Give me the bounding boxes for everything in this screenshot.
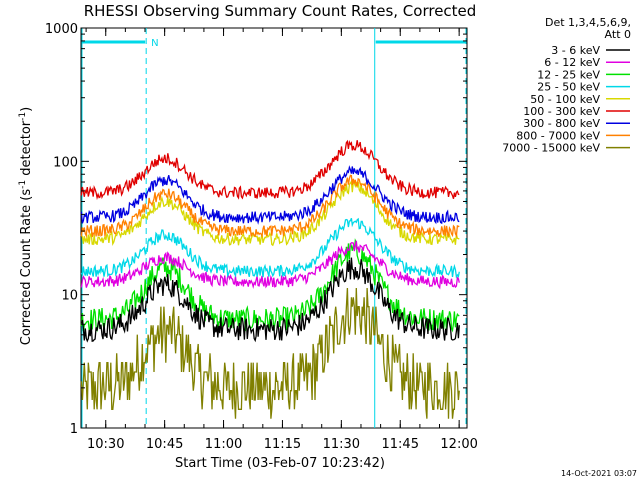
series-line-6 — [80, 165, 460, 225]
series-line-7 — [80, 174, 460, 239]
series-line-0 — [80, 257, 460, 343]
x-tick-label: 10:45 — [146, 437, 183, 452]
axes: 1 10 100 1000 10:30 10:45 11:00 11:15 11:30 11:45… — [45, 22, 478, 452]
x-tick-label: 10:30 — [87, 437, 124, 452]
series-line-2 — [80, 238, 460, 333]
legend-label: 50 - 100 keV — [530, 93, 600, 106]
series-line-5 — [80, 139, 460, 201]
legend-label: 100 - 300 keV — [523, 105, 600, 118]
x-tick-label: 11:15 — [264, 437, 301, 452]
plot-border — [80, 27, 468, 429]
legend-label: 300 - 800 keV — [523, 117, 600, 130]
x-axis-label: Start Time (03-Feb-07 10:23:42) — [175, 456, 385, 471]
generated-timestamp: 14-Oct-2021 03:07 — [561, 469, 637, 478]
y-axis-label: Corrected Count Rate (s-1 detector-1) — [18, 107, 34, 345]
legend-header-detectors: Det 1,3,4,5,6,9, — [545, 16, 631, 29]
y-tick-label: 1 — [70, 422, 78, 437]
legend-label: 6 - 12 keV — [544, 56, 600, 69]
x-tick-label: 12:00 — [440, 437, 477, 452]
chart-title: RHESSI Observing Summary Count Rates, Co… — [84, 2, 477, 20]
series-line-4 — [80, 179, 460, 247]
legend-label: 12 - 25 keV — [537, 68, 600, 81]
legend-label: 3 - 6 keV — [551, 44, 600, 57]
series-line-3 — [80, 217, 460, 279]
x-tick-label: 11:30 — [323, 437, 360, 452]
series-layer — [80, 139, 460, 419]
y-tick-label: 10 — [61, 289, 78, 304]
plot-frame — [80, 27, 468, 429]
x-tick-label: 11:00 — [205, 437, 242, 452]
series-line-8 — [80, 287, 460, 419]
legend-label: 25 - 50 keV — [537, 81, 600, 94]
y-tick-label: 1000 — [45, 22, 78, 37]
series-line-1 — [80, 240, 460, 290]
legend-label: 800 - 7000 keV — [516, 129, 600, 142]
night-label: N — [151, 38, 158, 49]
x-tick-label: 11:45 — [382, 437, 419, 452]
legend-header-attenuator: Att 0 — [605, 28, 631, 41]
y-tick-label: 100 — [53, 155, 78, 170]
legend-label: 7000 - 15000 keV — [502, 142, 600, 155]
